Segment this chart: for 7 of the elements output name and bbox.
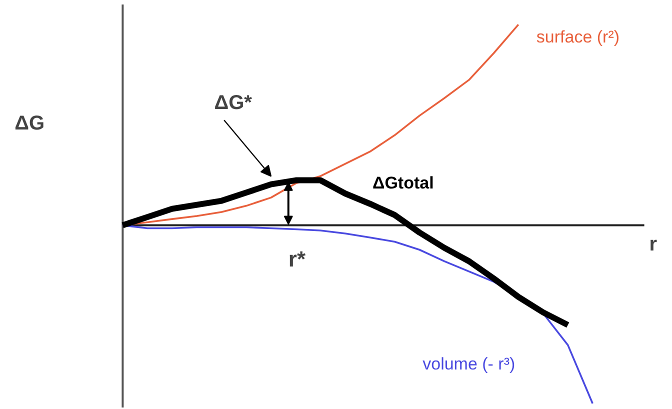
text: volume (- r³) — [422, 354, 516, 374]
annotation: r* — [288, 246, 306, 272]
x-axis-title: r — [649, 233, 658, 256]
series-label: ΔGtotal — [372, 173, 434, 192]
annotation: ΔG* — [214, 92, 252, 114]
y-axis-title: ΔG — [14, 112, 45, 135]
series-label: surface (r²) — [536, 28, 620, 47]
